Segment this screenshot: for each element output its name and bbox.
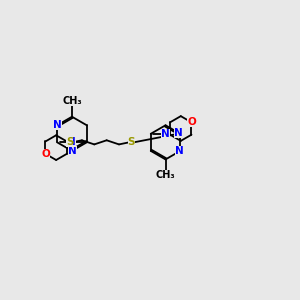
Text: O: O	[41, 149, 50, 159]
Text: S: S	[66, 137, 73, 147]
Text: S: S	[128, 137, 135, 147]
Text: N: N	[67, 137, 76, 147]
Text: N: N	[175, 128, 183, 138]
Text: O: O	[187, 117, 196, 127]
Text: CH₃: CH₃	[156, 170, 176, 180]
Text: N: N	[176, 146, 184, 156]
Text: N: N	[161, 129, 170, 139]
Text: N: N	[53, 120, 62, 130]
Text: N: N	[68, 146, 77, 156]
Text: CH₃: CH₃	[62, 96, 82, 106]
